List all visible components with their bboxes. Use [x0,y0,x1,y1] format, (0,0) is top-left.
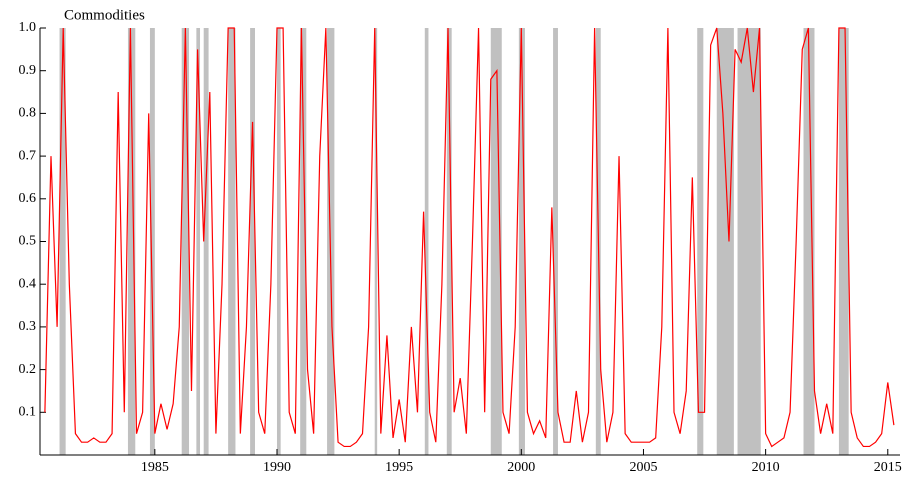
shaded-region [446,28,452,455]
y-tick-label: 0.9 [19,63,37,78]
shaded-region [737,28,761,455]
shaded-region [181,28,190,455]
shaded-region [518,28,525,455]
x-tick-label: 2000 [507,460,535,475]
y-tick-label: 0.5 [19,234,37,249]
shaded-region [127,28,136,455]
y-tick-label: 0.3 [19,319,37,334]
shaded-region [228,28,236,455]
shaded-region [300,28,307,455]
x-tick-label: 1985 [141,460,169,475]
shaded-region [490,28,502,455]
y-tick-label: 0.1 [19,405,37,420]
y-tick-label: 0.7 [19,148,37,163]
shaded-region [424,28,429,455]
shaded-region [803,28,815,455]
x-tick-label: 2010 [752,460,780,475]
shaded-region [374,28,378,455]
x-tick-label: 1990 [263,460,291,475]
shaded-region [716,28,734,455]
shaded-region [250,28,255,455]
shaded-region [697,28,704,455]
shaded-region [838,28,849,455]
x-tick-label: 2005 [629,460,657,475]
shaded-region [553,28,558,455]
y-tick-label: 0.6 [19,191,37,206]
x-tick-label: 1995 [385,460,413,475]
shaded-region [196,28,201,455]
chart-title: Commodities [64,7,145,23]
shaded-region [276,28,281,455]
y-tick-label: 0.4 [19,276,37,291]
y-tick-label: 1.0 [19,20,37,35]
y-tick-label: 0.8 [19,106,37,121]
data-line [44,27,895,448]
shaded-region [59,28,66,455]
y-tick-label: 0.2 [19,362,37,377]
x-tick-label: 2015 [874,460,902,475]
shaded-region [203,28,209,455]
shaded-region [149,28,155,455]
